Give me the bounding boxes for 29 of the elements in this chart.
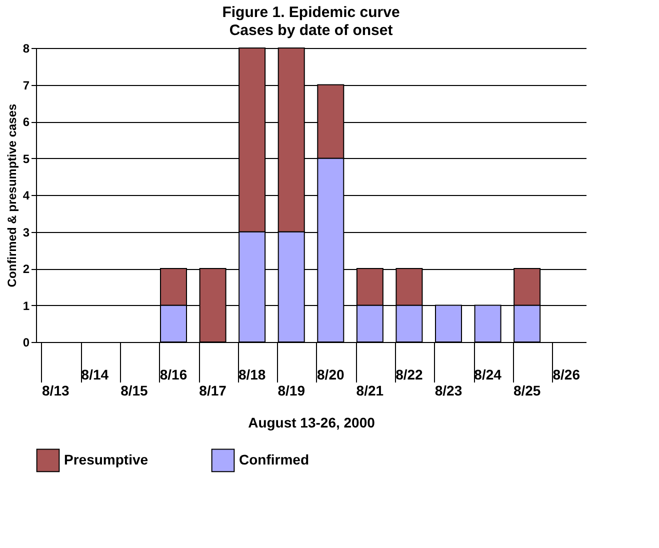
chart-subtitle: Cases by date of onset xyxy=(229,22,393,39)
y-tick-label: 1 xyxy=(22,298,30,313)
y-tick-label: 6 xyxy=(22,115,30,129)
x-tick-label: 8/18 xyxy=(238,366,266,382)
x-tick-label: 8/15 xyxy=(120,382,148,398)
x-tick-label: 8/16 xyxy=(160,366,188,382)
y-tick-label: 4 xyxy=(22,188,30,202)
y-tick-label: 0 xyxy=(22,336,30,350)
legend-label: Confirmed xyxy=(239,451,309,468)
x-tick-label: 8/19 xyxy=(278,382,306,398)
y-tick-label: 7 xyxy=(22,78,30,92)
y-tick-label: 3 xyxy=(22,225,30,240)
y-tick-label: 8 xyxy=(22,42,30,56)
x-tick-label: 8/20 xyxy=(317,366,344,382)
y-tick-label: 2 xyxy=(22,262,30,276)
x-tick-label: 8/24 xyxy=(474,366,502,382)
x-axis-title: August 13-26, 2000 xyxy=(248,414,376,430)
x-tick-label: 8/23 xyxy=(434,382,462,398)
x-tick-label: 8/13 xyxy=(42,382,70,398)
x-tick-label: 8/14 xyxy=(81,366,109,382)
x-tick-label: 8/21 xyxy=(356,382,384,398)
chart-title: Figure 1. Epidemic curve xyxy=(222,4,400,21)
x-tick-label: 8/25 xyxy=(513,382,541,398)
y-axis-title: Confirmed & presumptive cases xyxy=(4,103,19,288)
y-tick-label: 5 xyxy=(22,152,30,166)
x-tick-label: 8/22 xyxy=(396,366,424,382)
x-tick-label: 8/17 xyxy=(199,382,227,398)
legend-label: Presumptive xyxy=(64,451,148,468)
x-tick-label: 8/26 xyxy=(552,366,580,382)
